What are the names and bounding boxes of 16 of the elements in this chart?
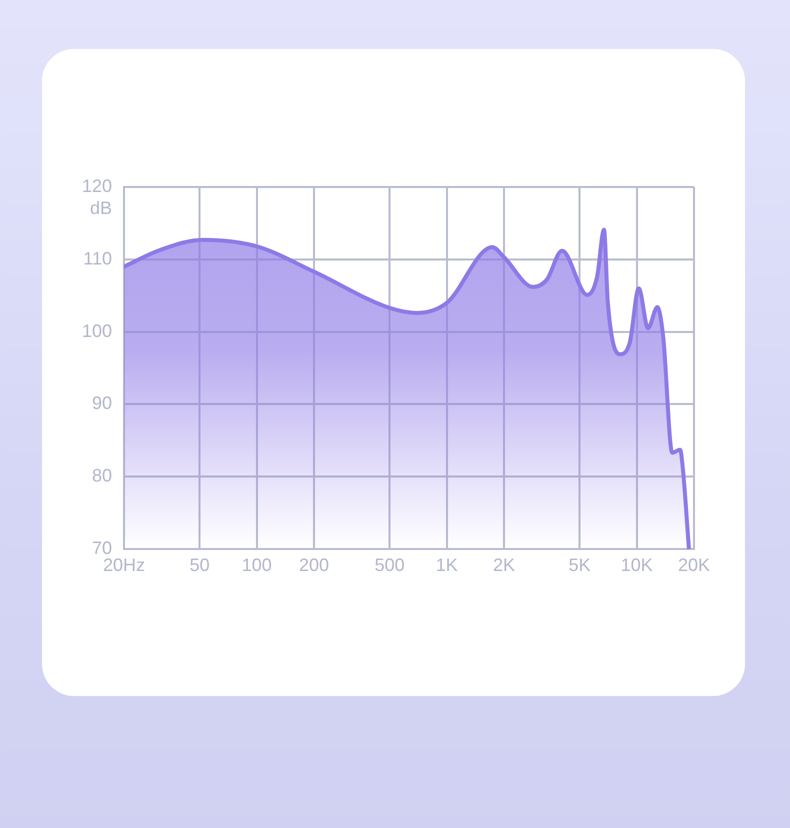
y-tick-label: 100: [82, 320, 112, 341]
x-tick-label: 1K: [436, 554, 458, 575]
x-tick-label: 2K: [492, 554, 516, 575]
y-tick-label: 80: [92, 466, 112, 486]
y-tick-label: 90: [92, 393, 112, 414]
x-tick-label: 500: [374, 554, 405, 575]
x-tick-label: 10K: [620, 554, 653, 575]
x-tick-label: 200: [298, 554, 330, 575]
y-tick-label: 110: [83, 248, 112, 268]
y-tick-label: 120: [82, 176, 112, 196]
x-tick-label: 50: [190, 554, 210, 575]
x-tick-label: 20K: [678, 554, 710, 575]
y-axis-title: dB: [90, 198, 112, 218]
card: 20Hz 50 100 200 500 1K 2K 5K 10K 20K 70 80 90 100 110 120 dB: [42, 49, 745, 696]
x-tick-label: 5K: [568, 554, 591, 575]
x-tick-label: 100: [242, 554, 272, 575]
